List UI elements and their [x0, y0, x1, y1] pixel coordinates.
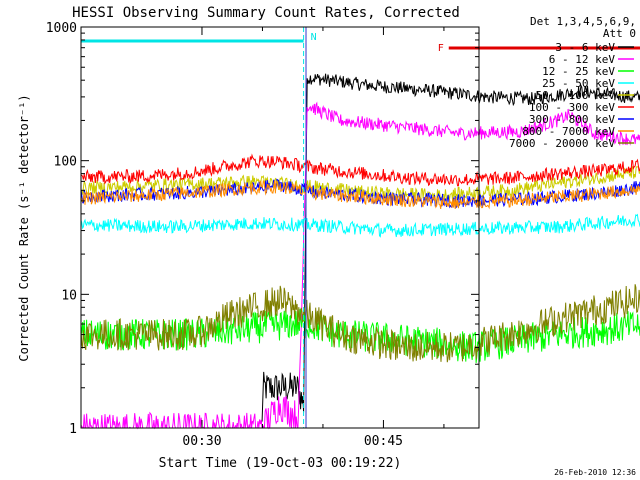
x-tick-label: 00:30: [182, 434, 221, 449]
chart-title: HESSI Observing Summary Count Rates, Cor…: [72, 5, 460, 21]
y-axis: 1 10 100 1000: [46, 21, 479, 437]
series-line-8: [80, 284, 640, 363]
x-axis: 00:30 00:45: [182, 27, 445, 449]
legend-label-7: 800 - 7000 keV: [522, 125, 615, 138]
plot-frame: [80, 26, 480, 429]
legend-label-0: 3 - 6 keV: [555, 41, 615, 54]
flag-layer: NF: [81, 32, 640, 54]
series-line-3: [80, 213, 640, 238]
legend-label-2: 12 - 25 keV: [542, 65, 615, 78]
legend-label-1: 6 - 12 keV: [549, 53, 616, 66]
y-tick-label: 1: [69, 422, 77, 437]
flag-label-N: N: [311, 32, 317, 43]
y-tick-label: 100: [54, 155, 77, 170]
y-tick-label: 10: [61, 288, 77, 303]
detector-label: Det 1,3,4,5,6,9,: [530, 15, 636, 28]
series-line-2: [80, 308, 640, 363]
legend-label-4: 50 - 100 keV: [536, 89, 616, 102]
series-layer: [80, 73, 640, 430]
series-line-0: [260, 73, 640, 424]
timestamp: 26-Feb-2010 12:36: [554, 468, 636, 477]
series-line-7: [80, 179, 640, 210]
x-tick-label: 00:45: [364, 434, 403, 449]
series-line-4: [80, 165, 640, 203]
legend-label-5: 100 - 300 keV: [529, 101, 615, 114]
attenuator-label: Att 0: [603, 27, 636, 40]
series-line-5: [81, 153, 640, 187]
y-tick-label: 1000: [46, 21, 77, 36]
legend-label-3: 25 - 50 keV: [542, 77, 615, 90]
y-axis-label: Corrected Count Rate (s⁻¹ detector⁻¹): [17, 94, 31, 361]
flag-label-F: F: [438, 43, 444, 54]
x-axis-label: Start Time (19-Oct-03 00:19:22): [159, 456, 402, 471]
vline-layer: [303, 27, 307, 428]
legend-label-6: 300 - 800 keV: [529, 113, 615, 126]
legend-label-8: 7000 - 20000 keV: [509, 137, 615, 150]
